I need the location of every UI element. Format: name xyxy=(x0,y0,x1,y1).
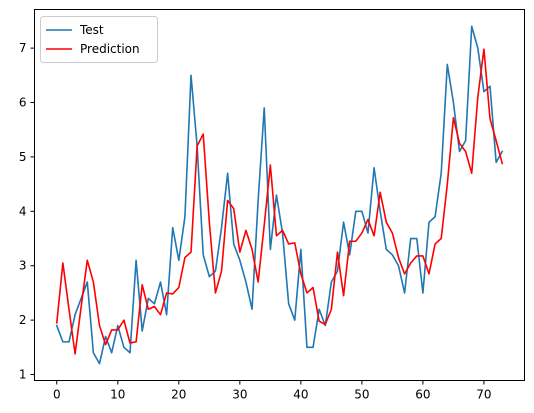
series-line-test xyxy=(55,25,504,365)
x-tick-label: 70 xyxy=(476,388,491,402)
y-axis: 1 2 3 4 5 6 7 xyxy=(19,41,35,382)
y-tick-label: 1 xyxy=(19,368,27,382)
legend-label-test: Test xyxy=(79,23,104,37)
legend: Test Prediction xyxy=(40,16,158,63)
x-tick-label: 20 xyxy=(171,388,186,402)
x-tick-label: 60 xyxy=(415,388,430,402)
x-tick-label: 50 xyxy=(354,388,369,402)
y-tick-label: 2 xyxy=(19,313,27,327)
y-tick-label: 3 xyxy=(19,259,27,273)
legend-label-prediction: Prediction xyxy=(80,42,140,56)
plot-lines xyxy=(55,25,504,365)
x-axis: 0 10 20 30 40 50 60 70 xyxy=(53,380,492,402)
series-line-prediction xyxy=(55,48,504,355)
axes-frame xyxy=(34,9,525,381)
x-tick-label: 30 xyxy=(232,388,247,402)
y-tick-label: 4 xyxy=(19,204,27,218)
x-tick-label: 10 xyxy=(110,388,125,402)
y-tick-label: 6 xyxy=(19,96,27,110)
x-tick-label: 40 xyxy=(293,388,308,402)
y-tick-label: 7 xyxy=(19,41,27,55)
x-tick-label: 0 xyxy=(53,388,61,402)
legend-box xyxy=(40,16,158,63)
y-tick-label: 5 xyxy=(19,150,27,164)
